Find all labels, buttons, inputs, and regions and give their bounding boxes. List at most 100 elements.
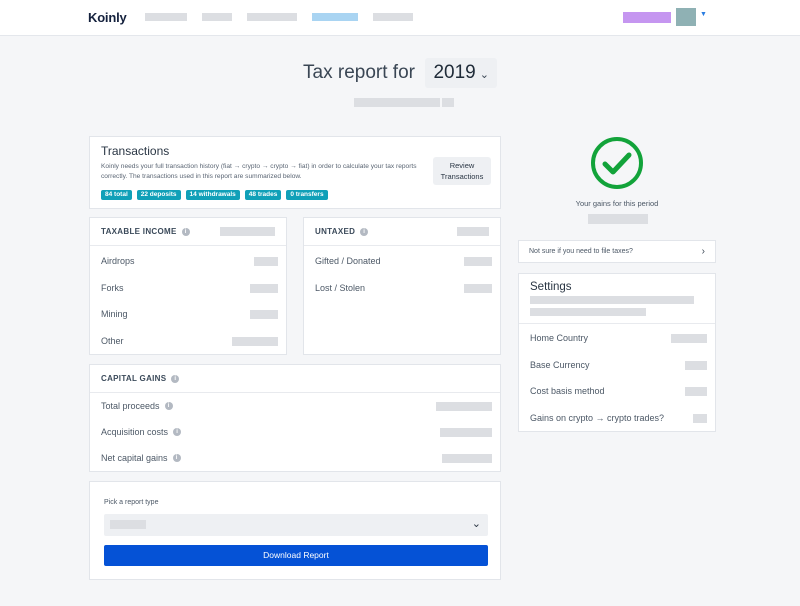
row-value xyxy=(250,309,278,319)
taxable-income-total xyxy=(220,227,275,236)
nav-link-active[interactable] xyxy=(312,13,358,21)
untaxed-card: UNTAXED i Gifted / Donated Lost / Stolen xyxy=(303,217,501,355)
badge-trades: 48 trades xyxy=(244,190,282,200)
row-label: Gains on crypto → crypto trades? xyxy=(530,413,665,423)
badge-deposits: 22 deposits xyxy=(136,190,181,200)
untaxed-header: UNTAXED i xyxy=(304,218,500,246)
list-item: Acquisition costs i xyxy=(101,427,492,437)
download-report-button[interactable]: Download Report xyxy=(104,545,488,566)
taxable-income-header: TAXABLE INCOME i xyxy=(90,218,286,246)
chevron-down-icon[interactable]: ▼ xyxy=(700,11,707,18)
untaxed-title: UNTAXED xyxy=(315,227,356,236)
row-value xyxy=(464,283,492,293)
row-value xyxy=(254,256,278,266)
avatar[interactable] xyxy=(676,8,696,26)
not-sure-file-taxes-link[interactable]: Not sure if you need to file taxes? › xyxy=(518,240,716,263)
list-item: Lost / Stolen xyxy=(315,283,492,293)
capital-gains-card: CAPITAL GAINS i Total proceeds i Acquisiti… xyxy=(89,364,501,472)
row-value xyxy=(685,386,707,396)
list-item[interactable]: Gains on crypto → crypto trades? xyxy=(530,413,707,423)
nav-link-1[interactable] xyxy=(145,13,187,21)
chevron-down-icon: ⌄ xyxy=(479,69,489,81)
period-range-edit[interactable] xyxy=(442,98,454,107)
settings-title: Settings xyxy=(530,281,572,293)
settings-description-line-2 xyxy=(530,308,646,316)
taxable-income-title: TAXABLE INCOME xyxy=(101,227,177,236)
list-item: Other xyxy=(101,336,278,346)
row-label: Total proceeds xyxy=(101,401,160,411)
list-item: Net capital gains i xyxy=(101,453,492,463)
chevron-right-icon: › xyxy=(701,246,705,257)
row-label: Acquisition costs xyxy=(101,427,169,437)
transactions-description: Koinly needs your full transaction histo… xyxy=(101,163,417,180)
info-icon[interactable]: i xyxy=(171,374,180,383)
row-value xyxy=(250,283,278,293)
row-label: Lost / Stolen xyxy=(315,283,366,293)
list-item: Gifted / Donated xyxy=(315,256,492,266)
info-icon[interactable]: i xyxy=(173,428,182,436)
row-value xyxy=(671,333,707,343)
pick-report-label: Pick a report type xyxy=(104,499,159,506)
gains-status-label: Your gains for this period xyxy=(575,199,659,208)
year-select[interactable]: 2019 ⌄ xyxy=(425,58,497,88)
list-item: Airdrops xyxy=(101,256,278,266)
transaction-badges: 84 total 22 deposits 14 withdrawals 48 t… xyxy=(101,190,328,200)
divider xyxy=(519,323,715,324)
nav-link-5[interactable] xyxy=(373,13,413,21)
top-navbar: Koinly ▼ xyxy=(0,0,800,36)
page-title-text: Tax report for xyxy=(303,62,415,83)
row-value xyxy=(440,427,492,437)
report-type-value xyxy=(110,520,146,529)
list-item: Forks xyxy=(101,283,278,293)
settings-card: Settings Home Country Base Currency Cost… xyxy=(518,273,716,432)
row-value xyxy=(685,360,707,370)
row-value xyxy=(464,256,492,266)
capital-gains-header: CAPITAL GAINS i xyxy=(90,365,500,393)
row-value xyxy=(693,413,707,423)
row-label: Forks xyxy=(101,283,124,293)
list-item[interactable]: Cost basis method xyxy=(530,386,707,396)
row-value xyxy=(232,336,278,346)
period-range xyxy=(354,98,440,107)
row-label: Net capital gains xyxy=(101,453,168,463)
info-icon[interactable]: i xyxy=(360,227,369,236)
nav-link-3[interactable] xyxy=(247,13,297,21)
row-label: Gifted / Donated xyxy=(315,256,381,266)
row-value xyxy=(436,401,492,411)
year-value: 2019 xyxy=(433,62,476,83)
review-transactions-button[interactable]: Review Transactions xyxy=(433,157,491,185)
nav-link-2[interactable] xyxy=(202,13,232,21)
info-icon[interactable]: i xyxy=(172,454,181,462)
user-name-chip[interactable] xyxy=(623,12,671,23)
row-label: Other xyxy=(101,336,124,346)
row-value xyxy=(442,453,492,463)
transactions-card: Transactions Koinly needs your full tran… xyxy=(89,136,501,209)
list-item: Total proceeds i xyxy=(101,401,492,411)
report-card: Pick a report type ⌄ Download Report xyxy=(89,481,501,580)
transactions-title: Transactions xyxy=(101,144,170,158)
chevron-down-icon: ⌄ xyxy=(471,518,481,530)
check-circle-icon xyxy=(590,136,644,190)
gains-amount xyxy=(588,214,648,224)
info-icon[interactable]: i xyxy=(181,227,190,236)
badge-total: 84 total xyxy=(101,190,132,200)
row-label: Home Country xyxy=(530,333,589,343)
row-label: Cost basis method xyxy=(530,386,605,396)
list-item[interactable]: Home Country xyxy=(530,333,707,343)
row-label: Mining xyxy=(101,309,128,319)
badge-withdrawals: 14 withdrawals xyxy=(185,190,240,200)
badge-transfers: 0 transfers xyxy=(286,190,328,200)
not-sure-label: Not sure if you need to file taxes? xyxy=(529,248,633,255)
taxable-income-card: TAXABLE INCOME i Airdrops Forks Mining Ot… xyxy=(89,217,287,355)
list-item[interactable]: Base Currency xyxy=(530,360,707,370)
row-label: Airdrops xyxy=(101,256,135,266)
info-icon[interactable]: i xyxy=(164,402,173,410)
koinly-logo[interactable]: Koinly xyxy=(88,10,127,25)
capital-gains-title: CAPITAL GAINS xyxy=(101,374,167,383)
report-type-select[interactable]: ⌄ xyxy=(104,514,488,536)
untaxed-total xyxy=(457,227,489,236)
row-label: Base Currency xyxy=(530,360,590,370)
page-title: Tax report for 2019 ⌄ xyxy=(0,58,800,88)
list-item: Mining xyxy=(101,309,278,319)
settings-description-line-1 xyxy=(530,296,694,304)
